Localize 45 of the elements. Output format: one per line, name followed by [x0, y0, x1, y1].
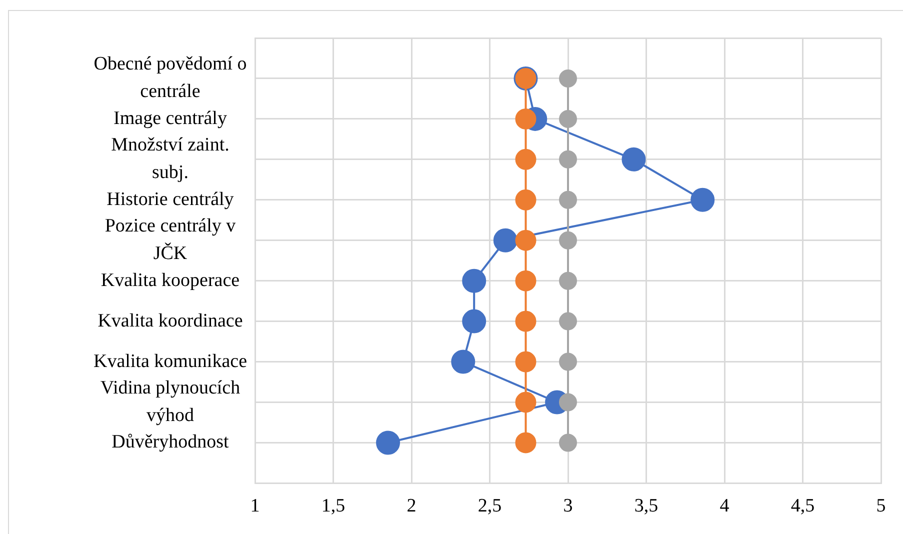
point [451, 350, 476, 374]
point [515, 189, 536, 210]
point [515, 351, 536, 372]
point [515, 310, 536, 332]
point [493, 228, 518, 252]
point [515, 230, 536, 251]
x-tick-label: 2 [406, 496, 416, 517]
point [462, 309, 486, 334]
point [559, 312, 577, 330]
point [559, 69, 577, 88]
y-tick-label: Image centrály [114, 108, 228, 129]
y-tick-label: Vidina plynoucích výhod [100, 377, 241, 426]
point [376, 430, 400, 455]
point [690, 188, 715, 212]
y-tick-label: Kvalita kooperace [100, 270, 240, 291]
x-tick-label: 1,5 [321, 496, 346, 517]
point [515, 432, 536, 454]
point [559, 110, 577, 128]
point [559, 393, 577, 412]
point [559, 231, 577, 250]
x-tick-label: 3 [563, 496, 573, 517]
y-tick-label: Množství zaint. subj. [111, 134, 230, 184]
y-tick-label: Pozice centrály v JČK [104, 216, 236, 264]
x-tick-label: 3,5 [634, 496, 658, 517]
point [559, 150, 577, 168]
point [559, 190, 577, 209]
x-tick-label: 1 [250, 496, 260, 517]
point [559, 352, 577, 371]
point [559, 434, 577, 452]
y-tick-label: Kvalita koordinace [98, 310, 243, 332]
point [515, 392, 536, 413]
x-tick-label: 4 [720, 496, 730, 517]
y-tick-label: Obecné povědomí o centrále [94, 54, 247, 102]
point [559, 272, 577, 290]
point [462, 268, 486, 293]
x-tick-label: 5 [876, 496, 886, 517]
point [622, 147, 646, 172]
x-tick-label: 4,5 [790, 496, 815, 517]
point [515, 108, 536, 130]
y-tick-label: Historie centrály [106, 188, 234, 210]
x-tick-label: 2,5 [478, 496, 502, 517]
point [515, 148, 536, 170]
y-tick-label: Důvěryhodnost [112, 432, 230, 453]
y-tick-label: Kvalita komunikace [93, 350, 247, 372]
point [515, 270, 536, 292]
